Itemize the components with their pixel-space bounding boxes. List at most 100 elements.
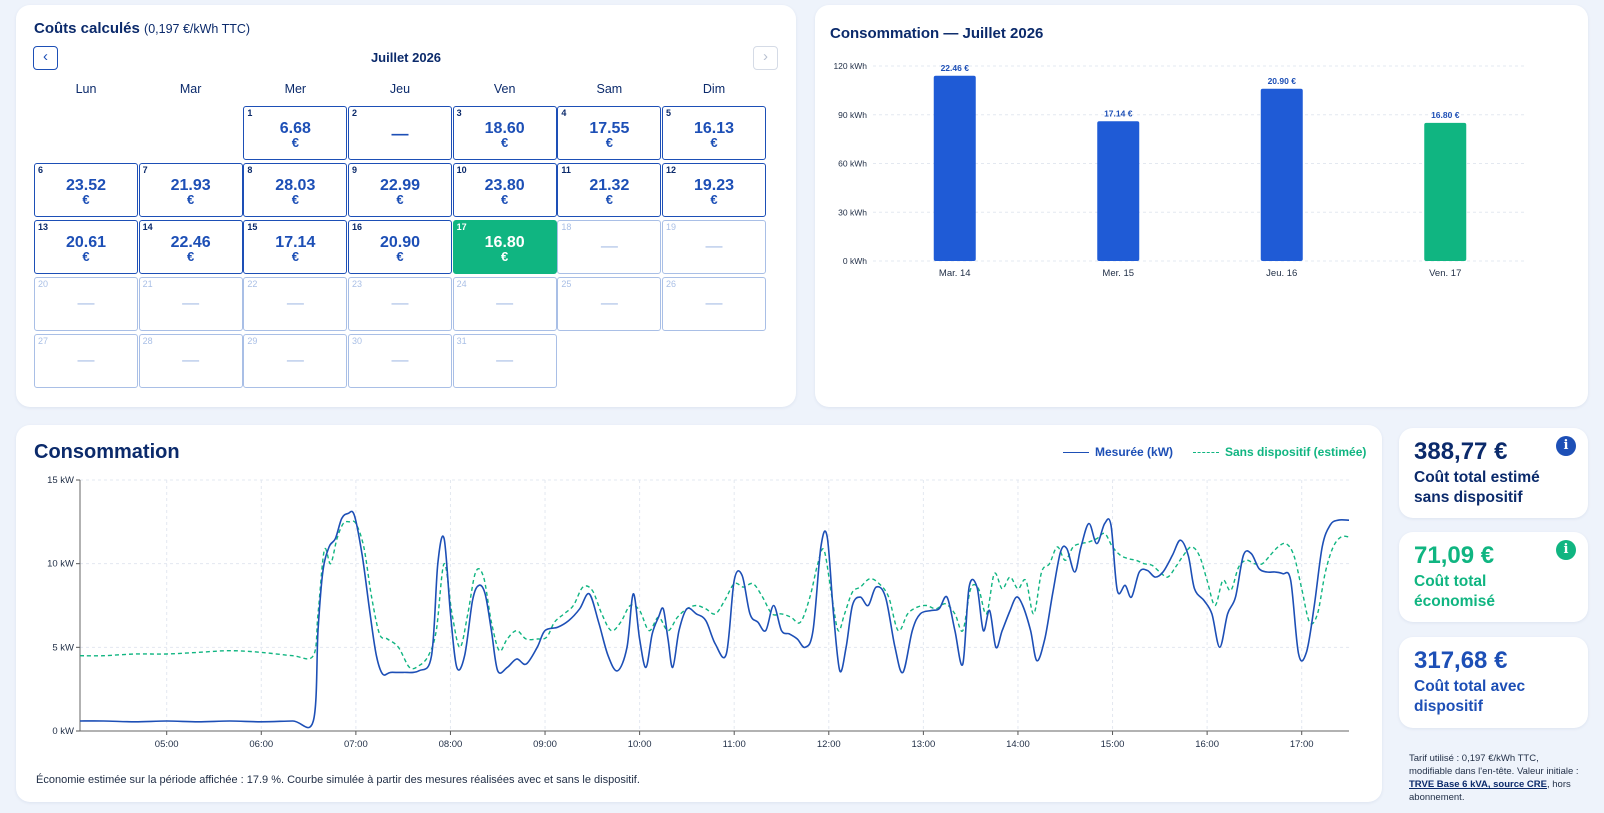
calendar-day[interactable]: 11 21.32 € bbox=[557, 163, 662, 217]
calendar-day[interactable]: 10 23.80 € bbox=[452, 163, 557, 217]
calendar-day[interactable]: 26 — bbox=[662, 277, 767, 331]
calendar-day[interactable]: 1 6.68 € bbox=[243, 106, 348, 160]
stat-value: 388,77 € bbox=[1414, 438, 1508, 465]
legend-measured[interactable]: Mesurée (kW) bbox=[1063, 445, 1173, 459]
calendar-day[interactable]: 17 16.80 € bbox=[452, 220, 557, 274]
day-cost: 23.52 € bbox=[35, 178, 137, 207]
currency-symbol: € bbox=[501, 135, 509, 150]
calendar-day[interactable]: 9 22.99 € bbox=[348, 163, 452, 217]
calendar-day[interactable]: 8 28.03 € bbox=[243, 163, 348, 217]
calendar-day[interactable]: 24 — bbox=[452, 277, 557, 331]
bar[interactable] bbox=[1424, 122, 1467, 261]
calendar-day[interactable]: 28 — bbox=[138, 334, 243, 388]
currency-symbol: € bbox=[187, 249, 195, 264]
currency-symbol: € bbox=[82, 192, 90, 207]
calendar-day[interactable]: 13 20.61 € bbox=[34, 220, 138, 274]
day-number: 17 bbox=[456, 222, 467, 232]
bar-y-tick-label: 90 kWh bbox=[838, 110, 867, 120]
day-no-data: — bbox=[391, 293, 409, 312]
calendar-day[interactable]: 31 — bbox=[452, 334, 557, 388]
calendar-day[interactable]: 16 20.90 € bbox=[348, 220, 452, 274]
day-number: 31 bbox=[456, 336, 467, 346]
day-no-data: — bbox=[391, 124, 409, 143]
calendar-day[interactable]: 25 — bbox=[557, 277, 662, 331]
calendar-day[interactable]: 23 — bbox=[348, 277, 452, 331]
tariff-source-link[interactable]: TRVE Base 6 kVA, source CRE bbox=[1409, 779, 1547, 790]
day-cost-value: 19.23 bbox=[693, 177, 735, 194]
currency-symbol: € bbox=[291, 249, 299, 264]
calendar-day[interactable]: 6 23.52 € bbox=[34, 163, 138, 217]
line-x-tick-label: 12:00 bbox=[817, 739, 841, 750]
line-y-tick-label: 0 kW bbox=[52, 726, 74, 737]
currency-symbol: € bbox=[82, 249, 90, 264]
day-cost: 18.60 € bbox=[454, 121, 556, 150]
calendar-title: Coûts calculés (0,197 €/kWh TTC) bbox=[34, 20, 251, 37]
calendar-day[interactable]: 15 17.14 € bbox=[243, 220, 348, 274]
day-cost-value: 23.80 bbox=[484, 177, 525, 194]
day-number: 28 bbox=[142, 336, 153, 346]
monthly-consumption-card: Consommation — Juillet 2026 0 kWh 30 kWh 6… bbox=[815, 5, 1588, 407]
info-icon[interactable]: i bbox=[1556, 436, 1576, 456]
bar[interactable] bbox=[1260, 88, 1303, 261]
calendar-day[interactable]: 7 21.93 € bbox=[138, 163, 243, 217]
line-x-tick-label: 07:00 bbox=[344, 739, 368, 750]
stat-label: Coût total avec dispositif bbox=[1414, 678, 1526, 715]
day-number: 6 bbox=[38, 165, 44, 175]
calendar-day[interactable]: 19 — bbox=[662, 220, 767, 274]
day-number: 18 bbox=[561, 222, 572, 232]
day-cost: 20.90 € bbox=[349, 235, 451, 264]
bar[interactable] bbox=[933, 75, 976, 261]
day-no-data: — bbox=[705, 293, 723, 312]
calendar-day[interactable]: 12 19.23 € bbox=[662, 163, 767, 217]
weekday-label: Ven bbox=[493, 82, 516, 96]
day-cost: 22.99 € bbox=[349, 178, 451, 207]
calendar-day[interactable]: 20 — bbox=[34, 277, 138, 331]
day-cost: 23.80 € bbox=[454, 177, 556, 207]
day-cost-value: 21.93 bbox=[170, 177, 211, 194]
day-cost-value: 17.14 bbox=[275, 234, 316, 251]
day-no-data: — bbox=[600, 236, 618, 255]
stat-value: 71,09 € bbox=[1414, 542, 1495, 569]
bar-data-label: 16.80 € bbox=[1431, 110, 1460, 120]
day-no-data: — bbox=[182, 350, 200, 369]
day-number: 12 bbox=[666, 165, 677, 175]
legend-estimated-swatch bbox=[1193, 452, 1219, 454]
calendar-day[interactable]: 2— bbox=[348, 106, 452, 160]
info-icon[interactable]: i bbox=[1556, 540, 1576, 560]
day-cost: 19.23 € bbox=[663, 177, 765, 207]
currency-symbol: € bbox=[605, 192, 613, 207]
calendar-day[interactable]: 27 — bbox=[34, 334, 138, 388]
calendar-day[interactable]: 22 — bbox=[243, 277, 348, 331]
calendar-day[interactable]: 29 — bbox=[243, 334, 348, 388]
prev-month-button[interactable]: ‹ bbox=[33, 46, 58, 70]
line-x-tick-label: 16:00 bbox=[1195, 739, 1219, 750]
currency-symbol: € bbox=[396, 249, 404, 264]
next-month-button[interactable]: › bbox=[753, 46, 778, 70]
day-cost-value: 16.13 bbox=[693, 120, 735, 137]
weekday-label: Sam bbox=[596, 82, 623, 96]
bar[interactable] bbox=[1097, 121, 1140, 261]
bar-data-label: 20.90 € bbox=[1268, 76, 1297, 86]
day-number: 19 bbox=[666, 222, 677, 232]
day-cost: 20.61 € bbox=[35, 235, 137, 264]
series-measured-line bbox=[79, 510, 1350, 729]
calendar-day[interactable]: 3 18.60 € bbox=[452, 106, 557, 160]
calendar-day[interactable]: 14 22.46 € bbox=[138, 220, 243, 274]
currency-symbol: € bbox=[291, 135, 299, 150]
line-x-tick-label: 11:00 bbox=[723, 739, 746, 750]
day-cost-value: 16.80 bbox=[484, 234, 525, 251]
legend-measured-swatch bbox=[1063, 452, 1089, 454]
calendar-day[interactable]: 4 17.55 € bbox=[557, 106, 662, 160]
day-number: 11 bbox=[561, 165, 571, 175]
day-cost: 16.80 € bbox=[454, 234, 556, 264]
day-number: 20 bbox=[38, 279, 49, 289]
currency-symbol: € bbox=[396, 192, 404, 207]
calendar-day[interactable]: 30 — bbox=[348, 334, 452, 388]
calendar-day[interactable]: 21 — bbox=[138, 277, 243, 331]
legend-estimated[interactable]: Sans dispositif (estimée) bbox=[1193, 445, 1366, 459]
day-cost-value: 6.68 bbox=[279, 120, 311, 137]
day-number: 24 bbox=[456, 279, 467, 289]
calendar-day[interactable]: 5 16.13 € bbox=[662, 106, 767, 160]
calendar-day[interactable]: 18 — bbox=[557, 220, 662, 274]
stat-cost-with-device: 317,68 € Coût total avec dispositif bbox=[1399, 637, 1588, 728]
